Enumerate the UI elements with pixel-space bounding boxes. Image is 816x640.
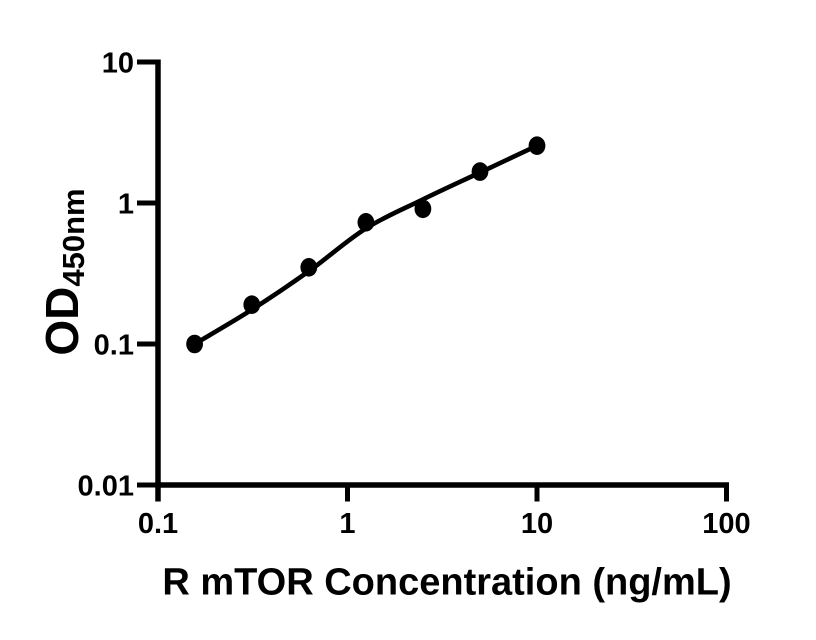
y-tick-label: 1	[118, 189, 134, 221]
y-tick-label: 0.1	[94, 330, 134, 362]
data-point	[471, 162, 489, 181]
data-point	[300, 258, 318, 277]
data-point	[243, 295, 261, 315]
y-axis-title-subscript: 450nm	[56, 188, 91, 287]
x-tick-label: 10	[521, 508, 553, 540]
y-tick-label: 0.01	[78, 471, 134, 503]
data-point	[528, 136, 546, 155]
x-tick-label: 0.1	[138, 508, 178, 540]
y-axis-title: OD450nm	[36, 188, 91, 356]
data-point	[186, 334, 204, 354]
y-tick-label: 10	[102, 48, 134, 80]
y-axis-title-main: OD	[36, 286, 88, 356]
x-axis-title: R mTOR Concentration (ng/mL)	[162, 561, 732, 604]
data-point	[357, 213, 375, 232]
x-tick-label: 100	[702, 508, 750, 540]
x-tick-label: 1	[339, 508, 355, 540]
data-point	[414, 199, 432, 219]
